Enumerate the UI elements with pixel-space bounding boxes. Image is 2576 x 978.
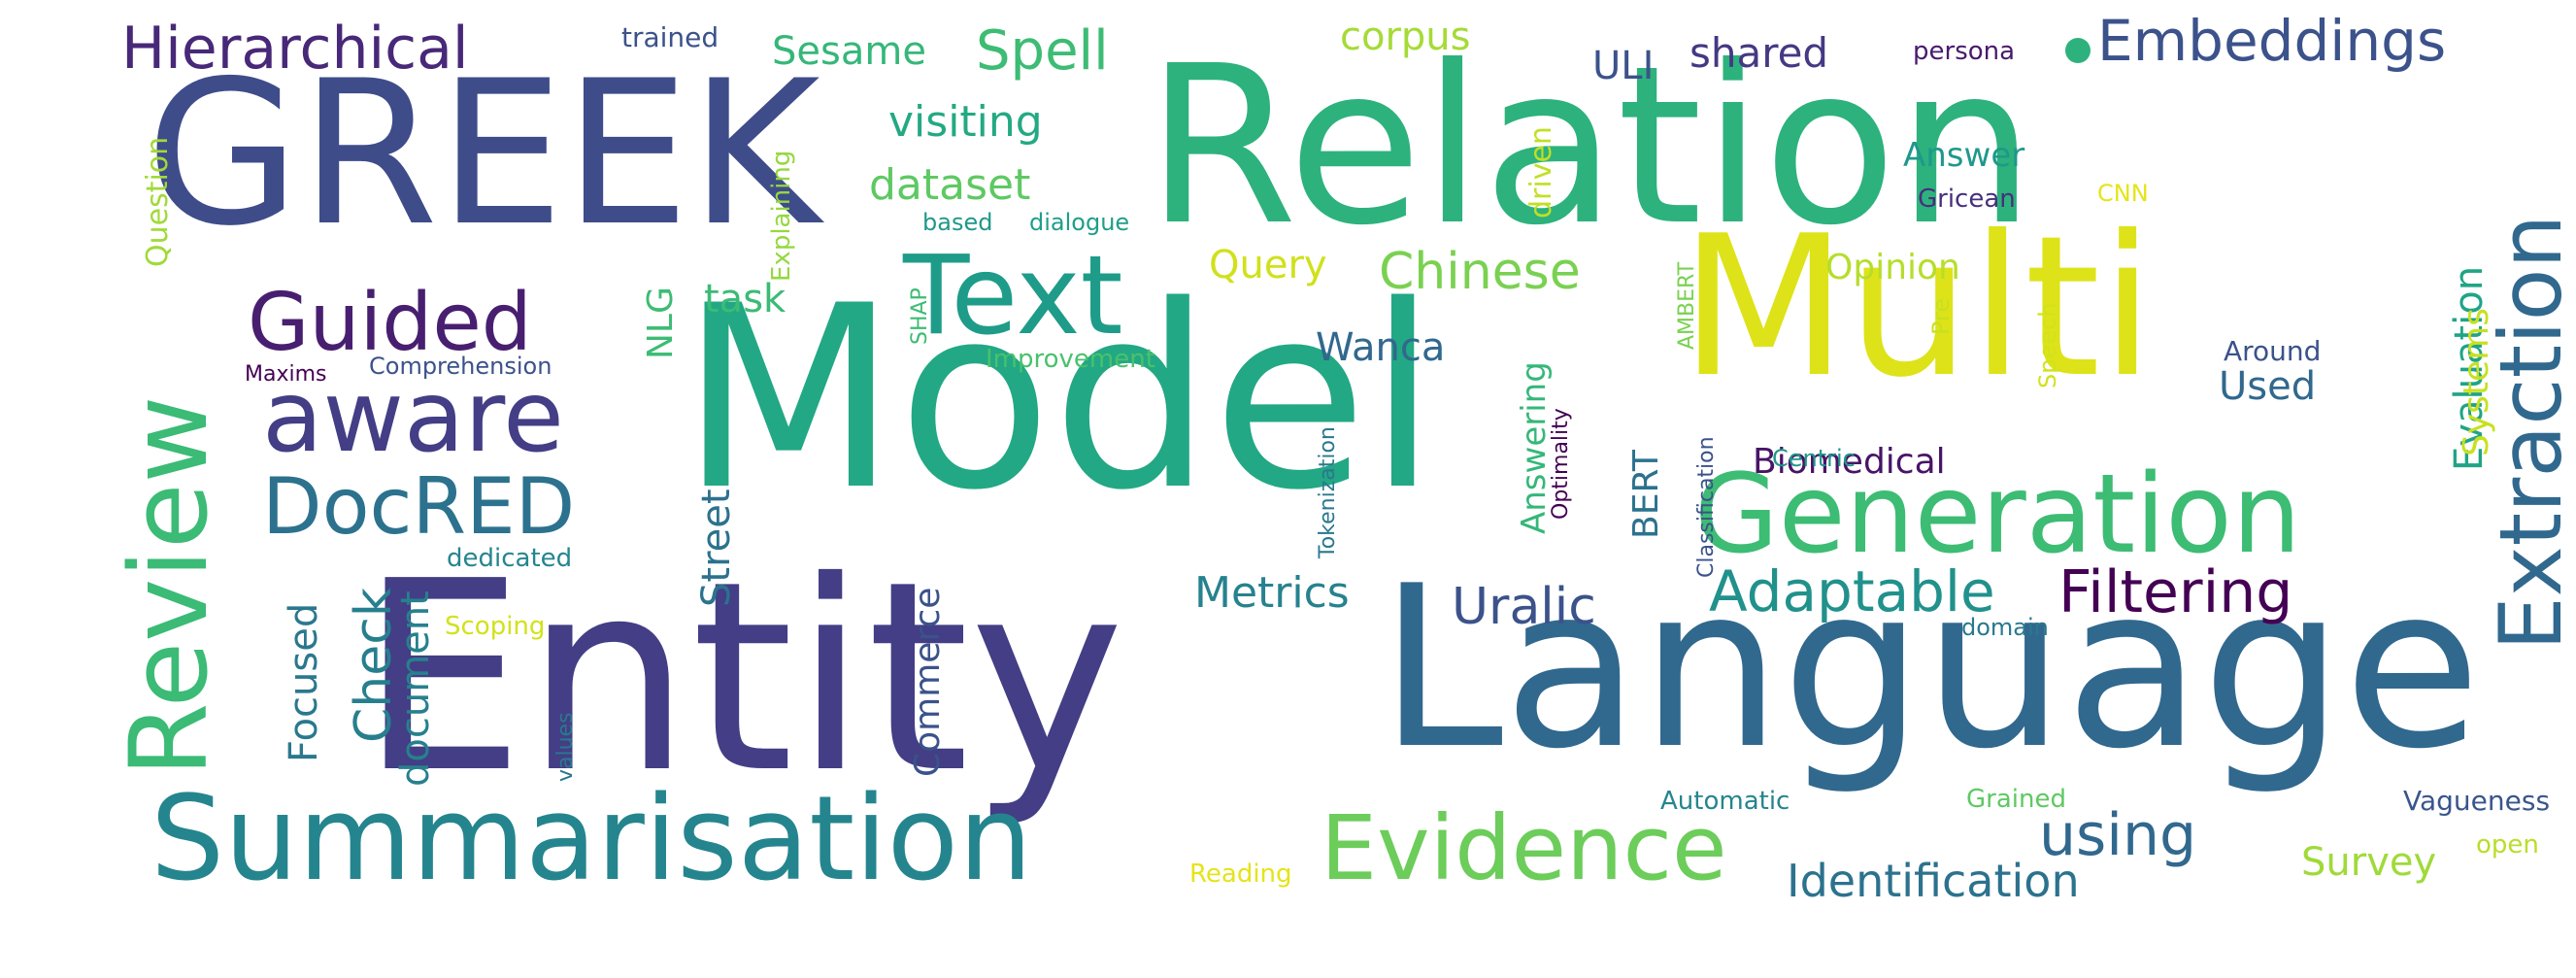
word-explaining: Explaining <box>767 151 796 282</box>
word-guided: Guided <box>248 277 532 369</box>
word-focused: Focused <box>282 603 326 762</box>
word-open: open <box>2476 830 2539 860</box>
word-document: document <box>393 590 438 787</box>
word-shap: SHAP <box>908 287 932 345</box>
word-speech: Speech <box>2034 303 2061 388</box>
word-dedicated: dedicated <box>447 544 572 573</box>
word-used: Used <box>2219 364 2316 409</box>
word-uli: ULI <box>1592 44 1654 88</box>
word-question: Question <box>141 137 175 267</box>
word-query: Query <box>1209 243 1327 287</box>
word-commerce: Commerce <box>908 588 948 777</box>
word-domain: domain <box>1961 614 2049 641</box>
word-check: Check <box>345 588 403 743</box>
word-maxims: Maxims <box>245 362 327 387</box>
word-spell: Spell <box>976 19 1109 83</box>
word-around: Around <box>2224 335 2321 367</box>
word-hierarchical: Hierarchical <box>121 15 469 83</box>
word-gricean: Gricean <box>1918 185 2016 214</box>
word-multi: Multi <box>1680 194 2155 421</box>
word-generation: Generation <box>1694 452 2301 578</box>
word-shared: shared <box>1689 29 1828 77</box>
word-chinese: Chinese <box>1379 243 1581 301</box>
word-reading: Reading <box>1189 860 1292 889</box>
word-scoping: Scoping <box>445 612 545 641</box>
word-wanca: Wanca <box>1316 325 1445 370</box>
word-metrics: Metrics <box>1194 568 1350 618</box>
word-aware: aware <box>262 359 564 475</box>
word-trained: trained <box>621 21 719 53</box>
word-street: Street <box>694 489 739 607</box>
word-comprehension: Comprehension <box>369 353 552 380</box>
word-model: Model <box>680 253 1438 546</box>
word-entity: Entity <box>359 524 1124 830</box>
word-extraction: Extraction <box>2481 215 2576 651</box>
word-based: based <box>922 209 992 236</box>
word-answer: Answer <box>1903 136 2024 175</box>
word-task: task <box>704 277 786 321</box>
word-using: using <box>2039 801 2196 869</box>
word-vagueness: Vagueness <box>2403 785 2550 817</box>
word-persona: persona <box>1913 37 2015 66</box>
word-grained: Grained <box>1966 785 2066 814</box>
word-pre: Pre <box>1927 298 1955 335</box>
word-filtering: Filtering <box>2058 558 2292 626</box>
word-dataset: dataset <box>869 160 1030 210</box>
word-corpus: corpus <box>1340 15 1471 59</box>
word-tokenization: Tokenization <box>1316 426 1340 559</box>
word-optimality: Optimality <box>1549 408 1573 520</box>
word-identification: Identification <box>1787 855 2080 907</box>
word-opinion: Opinion <box>1825 248 1960 287</box>
word-systems: Systems <box>2457 308 2496 456</box>
word-relation: Relation <box>1146 19 2035 274</box>
word-cnn: CNN <box>2097 180 2149 207</box>
word-evidence: Evidence <box>1321 796 1727 900</box>
word-docred: DocRED <box>262 461 575 552</box>
word-embeddings: Embeddings <box>2097 8 2446 74</box>
word-evaluation: Evaluation <box>2447 266 2492 471</box>
word-centric: Centric <box>1772 445 1856 472</box>
word-greek: GREEK <box>146 39 824 270</box>
word-biomedical: Biomedical <box>1753 442 1946 482</box>
word-answering: Answering <box>1515 361 1554 534</box>
word-bert: BERT <box>1626 449 1666 539</box>
word-ambert: AMBERT <box>1675 261 1699 350</box>
word-nlg: NLG <box>641 287 681 359</box>
word-classification: Classification <box>1694 436 1719 578</box>
word-sesame: Sesame <box>772 29 926 74</box>
word-text: Text <box>902 233 1123 359</box>
dot-mark <box>2065 38 2091 63</box>
word-language: Language <box>1379 539 2481 798</box>
word-review: Review <box>107 396 231 777</box>
word-uralic: Uralic <box>1452 578 1596 636</box>
word-values: values <box>553 712 578 782</box>
word-adaptable: Adaptable <box>1709 558 1995 624</box>
word-dialogue: dialogue <box>1029 209 1129 236</box>
word-improvement: Improvement <box>986 345 1155 374</box>
word-summarisation: Summarisation <box>151 772 1032 907</box>
word-visiting: visiting <box>888 97 1043 147</box>
word-survey: Survey <box>2301 840 2436 885</box>
word-driven: driven <box>1524 126 1558 219</box>
word-automatic: Automatic <box>1660 787 1790 816</box>
